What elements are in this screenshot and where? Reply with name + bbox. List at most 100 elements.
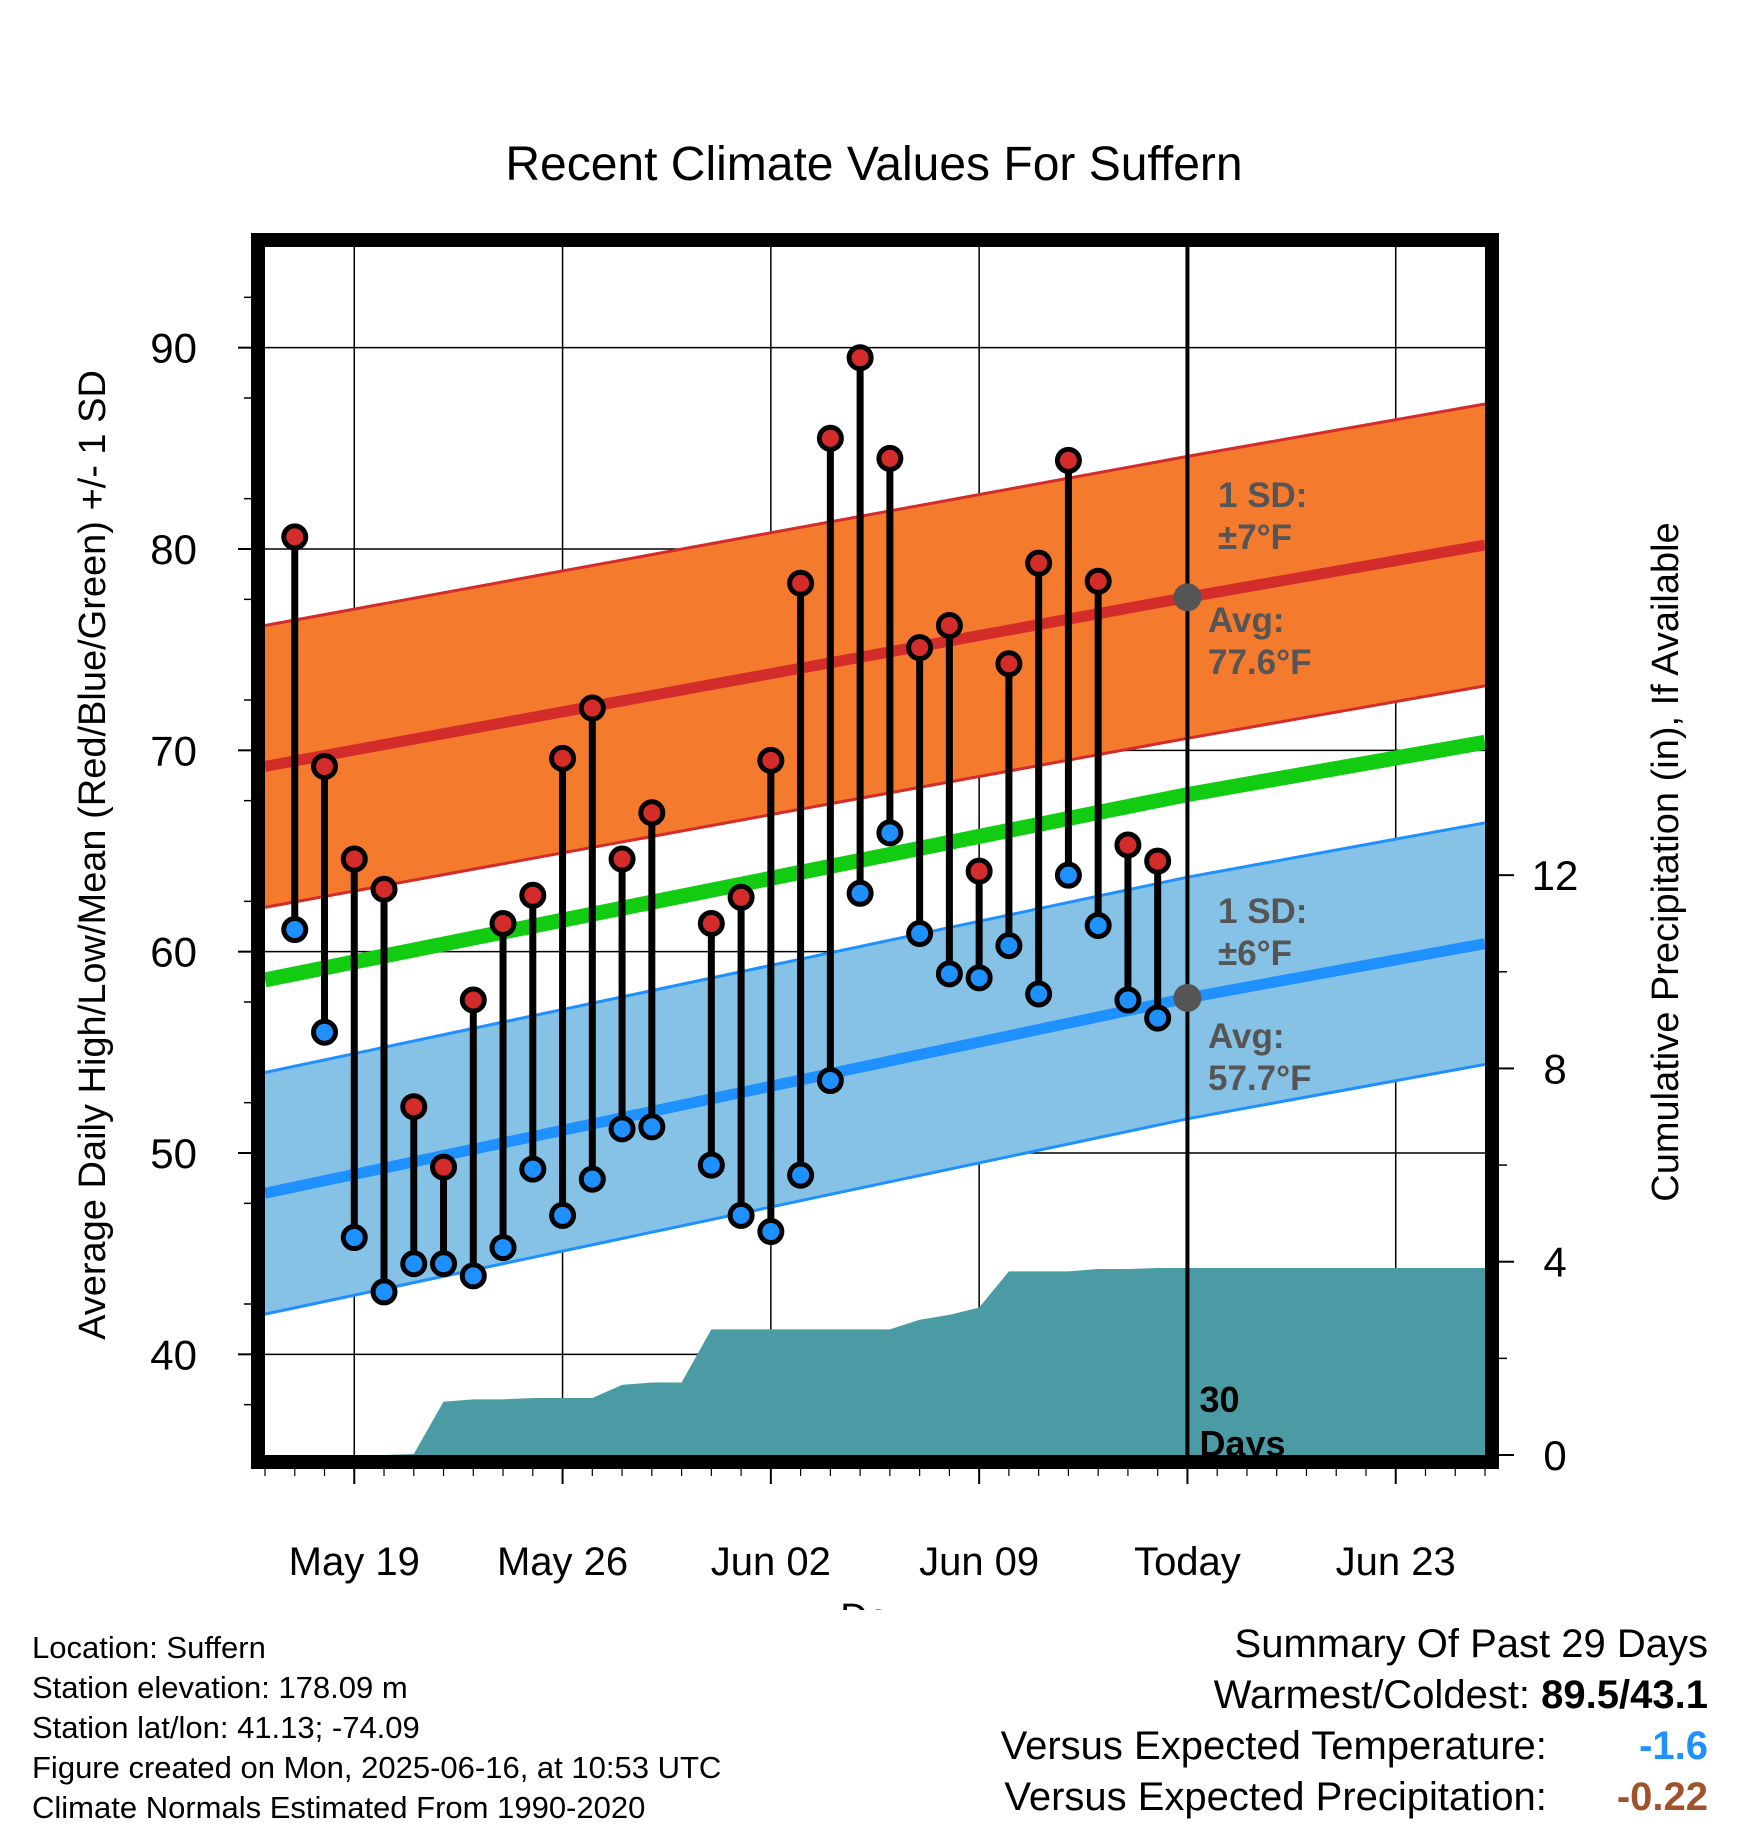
- daily-high-point: [965, 857, 993, 885]
- daily-high-point: [459, 986, 487, 1014]
- high-avg-annotation: Avg: 77.6°F: [1208, 601, 1312, 682]
- daily-high-point: [370, 875, 398, 903]
- daily-low-point: [1025, 980, 1053, 1008]
- daily-high-point: [638, 799, 666, 827]
- daily-low-point: [370, 1278, 398, 1306]
- daily-high-point: [846, 344, 874, 372]
- today-avg-low-dot: [1173, 983, 1202, 1012]
- precipitation-area: [265, 1268, 1485, 1455]
- chart-title: Recent Climate Values For Suffern: [505, 138, 1242, 191]
- daily-low-point: [846, 879, 874, 907]
- temp-value: -1.6: [1639, 1724, 1708, 1768]
- normals-text: Climate Normals Estimated From 1990-2020: [32, 1790, 646, 1825]
- x-axis-label: Day: [840, 1597, 908, 1610]
- daily-low-point: [1144, 1004, 1172, 1032]
- daily-low-point: [965, 964, 993, 992]
- daily-low-point: [816, 1067, 844, 1095]
- daily-high-point: [935, 612, 963, 640]
- daily-low-point: [430, 1250, 458, 1278]
- station-info: Location: Suffern Station elevation: 178…: [32, 1628, 721, 1828]
- precip-label: Versus Expected Precipitation:: [1004, 1775, 1547, 1819]
- daily-low-point: [787, 1161, 815, 1189]
- daily-high-point: [1144, 847, 1172, 875]
- y-right-tick-label: 12: [1532, 852, 1579, 899]
- daily-low-point: [638, 1113, 666, 1141]
- temp-label: Versus Expected Temperature:: [1000, 1724, 1547, 1768]
- daily-low-point: [578, 1165, 606, 1193]
- low-sd-annotation: 1 SD: ±6°F: [1218, 892, 1307, 973]
- daily-low-point: [697, 1151, 725, 1179]
- high-avg-annotation-line: Avg:: [1208, 601, 1284, 640]
- daily-low-point: [876, 819, 904, 847]
- precip-value: -0.22: [1616, 1775, 1708, 1819]
- climate-chart: Recent Climate Values For Suffern 30 Days…: [72, 138, 1687, 1610]
- y-right-tick-label: 4: [1543, 1239, 1566, 1286]
- y-left-tick-label: 90: [150, 325, 197, 372]
- daily-low-point: [281, 916, 309, 944]
- daily-low-point: [1114, 986, 1142, 1014]
- daily-high-point: [340, 845, 368, 873]
- today-days-label-line: 30: [1199, 1379, 1239, 1420]
- daily-low-point: [1054, 861, 1082, 889]
- high-sd-annotation-line: 1 SD:: [1218, 476, 1307, 515]
- daily-high-point: [816, 424, 844, 452]
- y-axis-label-right: Cumulative Precipitation (in), If Availa…: [1645, 522, 1687, 1201]
- daily-high-point: [995, 650, 1023, 678]
- x-tick-label: May 19: [289, 1540, 420, 1584]
- daily-high-point: [400, 1093, 428, 1121]
- axes: 40 50 60 70 80 90 0 4 8 12 May 19 May 26 Jun 02 Jun 0…: [150, 296, 1579, 1584]
- daily-low-point: [608, 1115, 636, 1143]
- daily-low-point: [340, 1224, 368, 1252]
- created-text: Figure created on Mon, 2025-06-16, at 10…: [32, 1750, 722, 1785]
- daily-high-point: [1084, 567, 1112, 595]
- daily-high-point: [1054, 446, 1082, 474]
- daily-low-point: [519, 1155, 547, 1183]
- y-right-tick-label: 8: [1543, 1045, 1566, 1092]
- daily-high-point: [489, 909, 517, 937]
- low-sd-annotation-line: 1 SD:: [1218, 892, 1307, 931]
- summary-warmest-row: Warmest/Coldest: 89.5/43.1: [1001, 1670, 1708, 1721]
- warmest-label: Warmest/Coldest:: [1213, 1673, 1531, 1717]
- daily-low-point: [400, 1250, 428, 1278]
- daily-low-point: [906, 920, 934, 948]
- x-tick-label: Today: [1134, 1540, 1241, 1584]
- elevation-text: Station elevation: 178.09 m: [32, 1670, 408, 1705]
- y-left-tick-label: 50: [150, 1130, 197, 1177]
- daily-high-point: [906, 634, 934, 662]
- daily-high-point: [727, 883, 755, 911]
- daily-range-bars: [281, 344, 1172, 1306]
- high-sd-annotation: 1 SD: ±7°F: [1218, 476, 1307, 557]
- daily-high-point: [876, 444, 904, 472]
- low-avg-annotation: Avg: 57.7°F: [1208, 1017, 1312, 1098]
- high-avg-annotation-line: 77.6°F: [1208, 643, 1312, 682]
- location-text: Location: Suffern: [32, 1630, 266, 1665]
- latlon-text: Station lat/lon: 41.13; -74.09: [32, 1710, 420, 1745]
- daily-low-point: [311, 1018, 339, 1046]
- high-sd-annotation-line: ±7°F: [1218, 518, 1292, 557]
- daily-high-point: [1025, 549, 1053, 577]
- precipitation-fill: [265, 1268, 1485, 1455]
- y-axis-label-left: Average Daily High/Low/Mean (Red/Blue/Gr…: [72, 370, 114, 1340]
- daily-high-point: [430, 1153, 458, 1181]
- daily-high-point: [697, 909, 725, 937]
- daily-low-point: [995, 932, 1023, 960]
- y-left-tick-label: 80: [150, 526, 197, 573]
- daily-high-point: [608, 845, 636, 873]
- daily-high-point: [787, 569, 815, 597]
- y-right-tick-label: 0: [1543, 1432, 1566, 1479]
- daily-high-point: [757, 746, 785, 774]
- x-tick-label: Jun 09: [919, 1540, 1039, 1584]
- summary-panel: Summary Of Past 29 Days Warmest/Coldest:…: [1001, 1618, 1708, 1823]
- y-left-tick-label: 40: [150, 1331, 197, 1378]
- y-left-tick-label: 60: [150, 929, 197, 976]
- y-left-tick-label: 70: [150, 727, 197, 774]
- warmest-value: 89.5/43.1: [1541, 1673, 1708, 1717]
- plot-area: [264, 247, 1486, 1455]
- daily-low-point: [1084, 911, 1112, 939]
- daily-low-point: [489, 1234, 517, 1262]
- daily-low-point: [727, 1201, 755, 1229]
- summary-title: Summary Of Past 29 Days: [1234, 1622, 1708, 1666]
- summary-precip-row: Versus Expected Precipitation: -0.22: [1001, 1772, 1708, 1823]
- x-tick-label: Jun 23: [1336, 1540, 1456, 1584]
